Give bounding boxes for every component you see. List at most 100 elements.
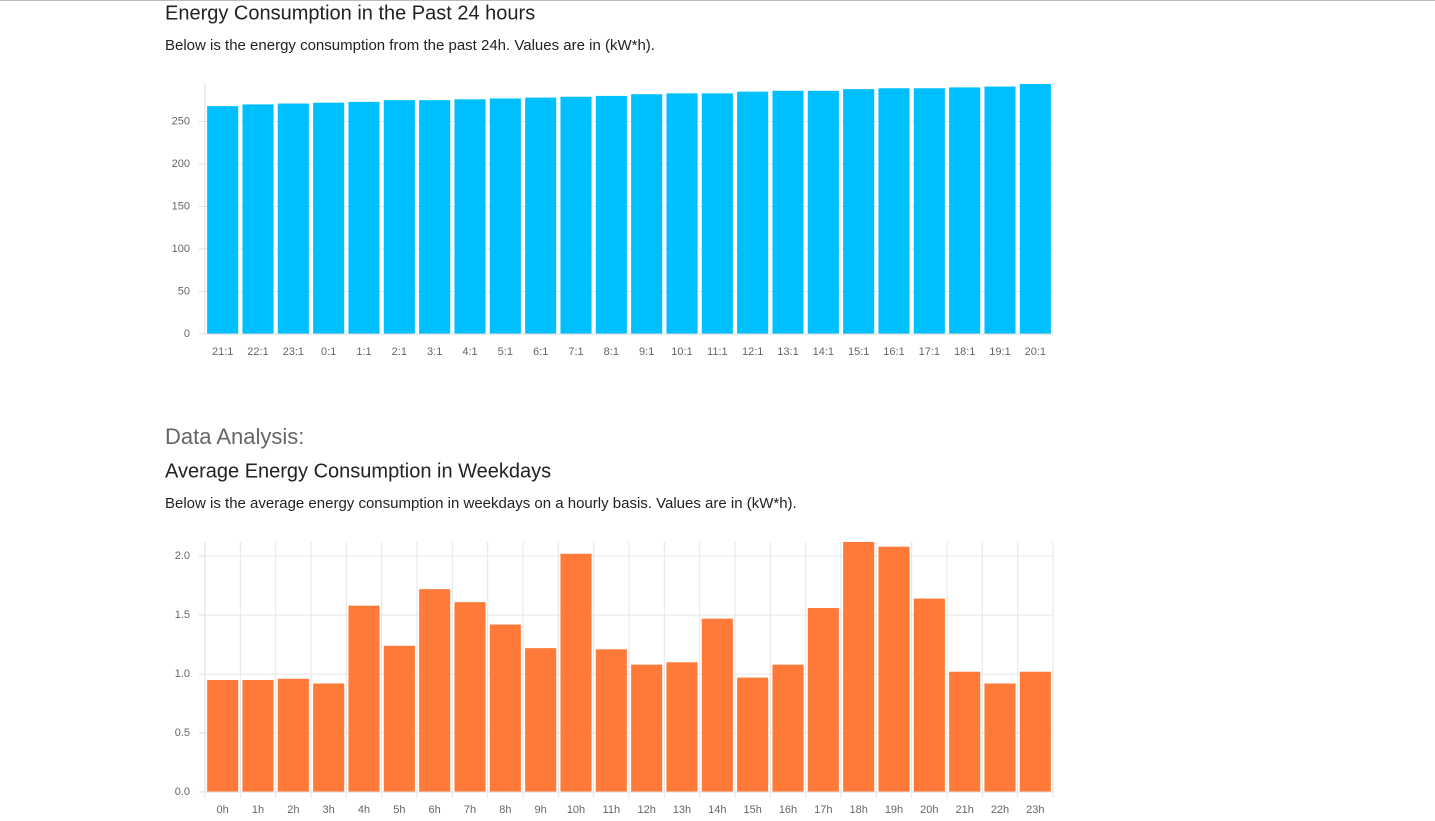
x-tick-label: 4h xyxy=(358,804,370,816)
bar xyxy=(631,94,663,335)
bar xyxy=(807,608,839,792)
section-heading: Data Analysis: xyxy=(165,424,304,449)
bar xyxy=(666,93,698,334)
x-tick-label: 15:1 xyxy=(848,346,869,358)
bar xyxy=(348,605,380,792)
bar xyxy=(631,664,663,792)
bar xyxy=(419,100,451,334)
x-tick-label: 17h xyxy=(814,804,832,816)
x-tick-label: 7h xyxy=(464,804,476,816)
y-tick-label: 2.0 xyxy=(175,550,190,562)
x-tick-label: 13h xyxy=(673,804,691,816)
x-tick-label: 23:1 xyxy=(283,346,304,358)
bar xyxy=(984,86,1016,334)
x-tick-label: 0h xyxy=(217,804,229,816)
x-tick-label: 10:1 xyxy=(671,346,692,358)
x-tick-label: 1:1 xyxy=(356,346,371,358)
y-tick-label: 150 xyxy=(172,200,190,212)
x-tick-label: 11:1 xyxy=(707,346,728,358)
x-tick-label: 8:1 xyxy=(604,346,619,358)
bar xyxy=(560,553,592,792)
chart-title: Energy Consumption in the Past 24 hours xyxy=(165,2,535,24)
bar xyxy=(207,106,239,334)
x-tick-label: 5:1 xyxy=(498,346,513,358)
x-tick-label: 22:1 xyxy=(247,346,268,358)
x-tick-label: 21h xyxy=(955,804,973,816)
y-tick-label: 0.0 xyxy=(175,786,190,798)
bar xyxy=(419,589,451,792)
x-tick-label: 18h xyxy=(849,804,867,816)
x-tick-label: 14h xyxy=(708,804,726,816)
bar xyxy=(666,662,698,792)
bar xyxy=(772,664,804,792)
bar xyxy=(984,683,1016,792)
x-tick-label: 0:1 xyxy=(321,346,336,358)
bar xyxy=(1019,671,1051,792)
x-tick-label: 18:1 xyxy=(954,346,975,358)
bar xyxy=(737,677,769,792)
bar xyxy=(772,90,804,334)
y-tick-label: 1.5 xyxy=(175,609,190,621)
x-tick-label: 9:1 xyxy=(639,346,654,358)
bar xyxy=(701,618,733,792)
x-tick-label: 4:1 xyxy=(462,346,477,358)
x-tick-label: 2:1 xyxy=(392,346,407,358)
bar xyxy=(1019,84,1051,334)
x-tick-label: 19:1 xyxy=(989,346,1010,358)
y-tick-label: 1.0 xyxy=(175,668,190,680)
bar xyxy=(489,98,521,334)
bar xyxy=(313,102,345,334)
bar xyxy=(949,671,981,792)
bar xyxy=(242,679,274,792)
x-tick-label: 13:1 xyxy=(777,346,798,358)
y-tick-label: 100 xyxy=(172,243,190,255)
x-tick-label: 10h xyxy=(567,804,585,816)
x-tick-label: 17:1 xyxy=(919,346,940,358)
bar xyxy=(277,103,309,334)
bar xyxy=(454,602,486,792)
bar xyxy=(207,679,239,792)
y-tick-label: 50 xyxy=(178,285,190,297)
x-tick-label: 23h xyxy=(1026,804,1044,816)
y-tick-label: 0.5 xyxy=(175,727,190,739)
x-tick-label: 8h xyxy=(499,804,511,816)
x-tick-label: 3:1 xyxy=(427,346,442,358)
x-tick-label: 19h xyxy=(885,804,903,816)
bar xyxy=(383,100,415,334)
x-tick-label: 21:1 xyxy=(212,346,233,358)
bar xyxy=(595,95,627,335)
x-tick-label: 12h xyxy=(637,804,655,816)
bar xyxy=(595,649,627,792)
x-tick-label: 9h xyxy=(535,804,547,816)
bar xyxy=(489,624,521,792)
x-tick-label: 6:1 xyxy=(533,346,548,358)
bar xyxy=(313,683,345,792)
bar xyxy=(878,546,910,792)
bar xyxy=(242,104,274,334)
x-tick-label: 12:1 xyxy=(742,346,763,358)
bar xyxy=(843,542,875,792)
bar xyxy=(454,99,486,334)
x-tick-label: 16:1 xyxy=(883,346,904,358)
y-tick-label: 250 xyxy=(172,115,190,127)
x-tick-label: 5h xyxy=(393,804,405,816)
chart-title: Average Energy Consumption in Weekdays xyxy=(165,460,551,482)
bar xyxy=(878,88,910,334)
bar xyxy=(913,598,945,792)
x-tick-label: 11h xyxy=(603,804,621,816)
x-tick-label: 20h xyxy=(920,804,938,816)
x-tick-label: 1h xyxy=(252,804,264,816)
x-tick-label: 15h xyxy=(743,804,761,816)
chart-subtitle: Below is the average energy consumption … xyxy=(165,495,797,512)
bar xyxy=(843,89,875,334)
x-tick-label: 16h xyxy=(779,804,797,816)
x-tick-label: 3h xyxy=(323,804,335,816)
x-tick-label: 2h xyxy=(287,804,299,816)
bar xyxy=(383,645,415,792)
chart-subtitle: Below is the energy consumption from the… xyxy=(165,37,655,54)
bar xyxy=(913,88,945,334)
bar xyxy=(348,101,380,334)
y-tick-label: 0 xyxy=(184,328,190,340)
bar xyxy=(807,90,839,334)
